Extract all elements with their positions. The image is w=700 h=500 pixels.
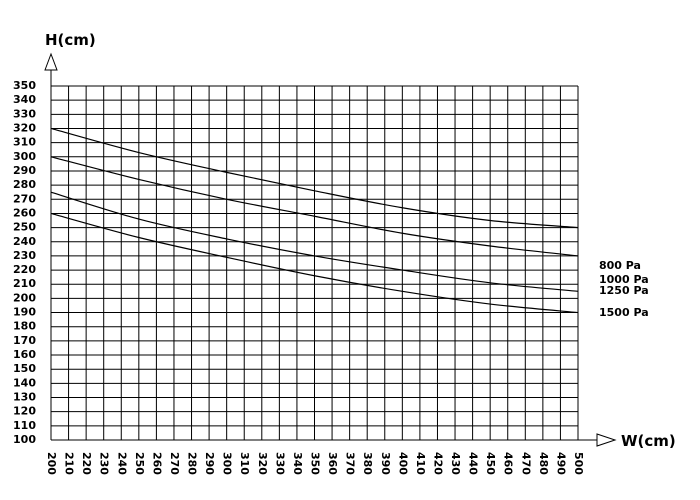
x-tick-label: 210: [63, 452, 76, 475]
y-tick-label: 190: [13, 306, 36, 319]
x-tick-label: 220: [80, 452, 93, 475]
y-tick-label: 130: [13, 391, 36, 404]
y-axis-title: H(cm): [45, 31, 96, 49]
y-tick-label: 300: [13, 150, 36, 163]
x-tick-label: 430: [449, 452, 462, 475]
y-tick-label: 350: [13, 79, 36, 92]
x-tick-label: 270: [168, 452, 181, 475]
y-tick-label: 170: [13, 334, 36, 347]
y-tick-label: 180: [13, 320, 36, 333]
y-tick-label: 140: [13, 376, 36, 389]
y-tick-label: 270: [13, 192, 36, 205]
x-tick-label: 360: [326, 452, 339, 475]
x-tick-labels: 200 210 220 230 240 250 260 270 280 290 300 310 320 3…: [45, 452, 585, 475]
x-tick-label: 440: [467, 452, 480, 475]
x-tick-label: 260: [150, 452, 163, 475]
x-tick-label: 320: [256, 452, 269, 475]
y-tick-label: 250: [13, 221, 36, 234]
y-tick-label: 120: [13, 405, 36, 418]
x-tick-label: 300: [221, 452, 234, 475]
x-tick-label: 470: [519, 452, 532, 475]
x-tick-label: 280: [186, 452, 199, 475]
x-tick-label: 340: [291, 452, 304, 475]
x-tick-label: 200: [45, 452, 58, 475]
x-axis-arrow-icon: [596, 433, 617, 447]
x-tick-label: 290: [203, 452, 216, 475]
x-tick-label: 230: [98, 452, 111, 475]
series-line-4: [50, 212, 579, 314]
y-tick-label: 200: [13, 291, 36, 304]
y-tick-label: 260: [13, 206, 36, 219]
series-label-4: 1500 Pa: [599, 306, 649, 319]
y-tick-label: 100: [13, 433, 36, 446]
y-tick-label: 330: [13, 107, 36, 120]
y-tick-label: 210: [13, 277, 36, 290]
y-axis-arrow-icon: [44, 52, 58, 71]
series-line-2: [50, 156, 579, 257]
x-tick-label: 400: [396, 452, 409, 475]
x-tick-label: 450: [484, 452, 497, 475]
axes: [44, 52, 617, 447]
grid: [50, 85, 579, 441]
x-tick-label: 380: [361, 452, 374, 475]
y-tick-label: 230: [13, 249, 36, 262]
y-tick-label: 150: [13, 362, 36, 375]
x-axis-title: W(cm): [621, 432, 676, 450]
series-label-1: 800 Pa: [599, 259, 641, 272]
y-tick-label: 290: [13, 164, 36, 177]
y-tick-label: 310: [13, 136, 36, 149]
x-tick-label: 250: [133, 452, 146, 475]
y-tick-label: 320: [13, 121, 36, 134]
curves: [50, 127, 579, 314]
series-label-2: 1000 Pa: [599, 273, 649, 286]
x-tick-label: 240: [115, 452, 128, 475]
y-tick-label: 160: [13, 348, 36, 361]
y-tick-label: 220: [13, 263, 36, 276]
x-tick-label: 350: [309, 452, 322, 475]
y-tick-label: 280: [13, 178, 36, 191]
x-tick-label: 460: [502, 452, 515, 475]
series-line-1: [50, 127, 579, 229]
y-tick-labels: 1001101201301401501601701801902002102202…: [13, 79, 36, 446]
series-line-3: [50, 191, 579, 292]
x-tick-label: 410: [414, 452, 427, 475]
x-tick-label: 370: [344, 452, 357, 475]
x-tick-label: 480: [537, 452, 550, 475]
x-tick-label: 420: [431, 452, 444, 475]
x-tick-label: 330: [273, 452, 286, 475]
x-tick-label: 490: [554, 452, 567, 475]
y-tick-label: 110: [13, 419, 36, 432]
x-tick-label: 390: [379, 452, 392, 475]
y-tick-label: 240: [13, 235, 36, 248]
y-tick-label: 340: [13, 93, 36, 106]
x-tick-label: 310: [238, 452, 251, 475]
series-label-3: 1250 Pa: [599, 284, 649, 297]
x-tick-label: 500: [572, 452, 585, 475]
